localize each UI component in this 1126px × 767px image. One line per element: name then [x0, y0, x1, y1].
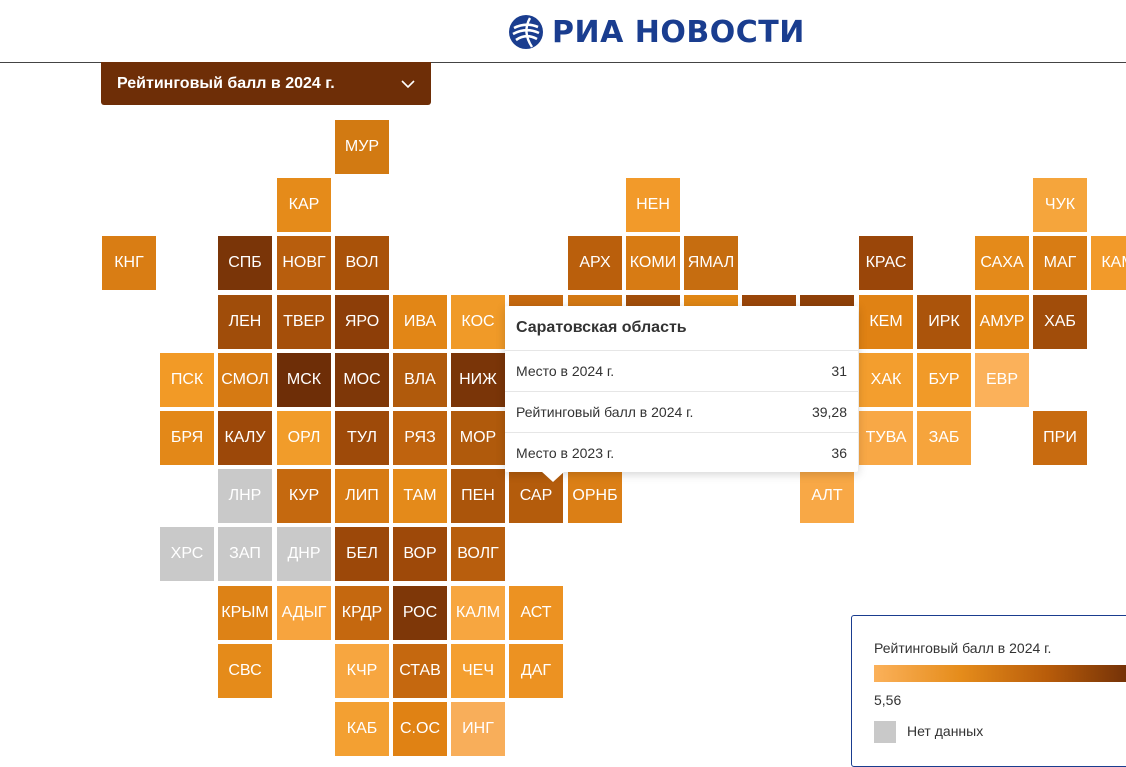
region-tile[interactable]: КАЛУ: [218, 411, 272, 465]
legend-no-data-label: Нет данных: [907, 723, 984, 739]
region-tile[interactable]: КАМ: [1091, 236, 1126, 290]
region-tile[interactable]: ПСК: [160, 353, 214, 407]
region-tile[interactable]: ВОЛ: [335, 236, 389, 290]
region-tile[interactable]: САХА: [975, 236, 1029, 290]
region-tile[interactable]: ЕВР: [975, 353, 1029, 407]
region-tile[interactable]: ЧЕЧ: [451, 644, 505, 698]
tooltip-row-place-2024: Место в 2024 г. 31: [505, 350, 858, 391]
region-tile[interactable]: КУР: [277, 469, 331, 523]
region-tile[interactable]: СВС: [218, 644, 272, 698]
region-tile[interactable]: КОС: [451, 295, 505, 349]
map-legend: Рейтинговый балл в 2024 г. 5,56 Нет данн…: [851, 615, 1126, 767]
region-tile[interactable]: САР: [509, 469, 563, 523]
region-tile[interactable]: СПБ: [218, 236, 272, 290]
region-tile[interactable]: ВОР: [393, 527, 447, 581]
tooltip-row-value: 39,28: [811, 404, 847, 420]
region-tile[interactable]: ТУЛ: [335, 411, 389, 465]
region-tile[interactable]: ХАК: [859, 353, 913, 407]
region-tile[interactable]: КЕМ: [859, 295, 913, 349]
tooltip-row-score-2024: Рейтинговый балл в 2024 г. 39,28: [505, 391, 858, 432]
region-tile[interactable]: ЯМАЛ: [684, 236, 738, 290]
region-tile[interactable]: СТАВ: [393, 644, 447, 698]
region-tile[interactable]: АРХ: [568, 236, 622, 290]
region-tooltip: Саратовская область Место в 2024 г. 31 Р…: [505, 306, 858, 482]
region-tile[interactable]: ИНГ: [451, 702, 505, 756]
dropdown-label: Рейтинговый балл в 2024 г.: [117, 74, 335, 92]
indicator-dropdown[interactable]: Рейтинговый балл в 2024 г.: [101, 62, 431, 105]
region-tile[interactable]: ЗАП: [218, 527, 272, 581]
region-tile[interactable]: КАР: [277, 178, 331, 232]
region-tile[interactable]: БРЯ: [160, 411, 214, 465]
region-tile[interactable]: ЛИП: [335, 469, 389, 523]
region-tile[interactable]: КАЛМ: [451, 586, 505, 640]
region-tile[interactable]: МОС: [335, 353, 389, 407]
tooltip-row-value: 36: [831, 445, 847, 461]
region-tile[interactable]: ПРИ: [1033, 411, 1087, 465]
region-tile[interactable]: ДАГ: [509, 644, 563, 698]
region-tile[interactable]: ПЕН: [451, 469, 505, 523]
region-tile[interactable]: ЛНР: [218, 469, 272, 523]
region-tile[interactable]: РОС: [393, 586, 447, 640]
region-tile[interactable]: МОР: [451, 411, 505, 465]
tooltip-row-value: 31: [831, 363, 847, 379]
region-tile[interactable]: ТАМ: [393, 469, 447, 523]
region-tile[interactable]: МСК: [277, 353, 331, 407]
region-tile[interactable]: ТВЕР: [277, 295, 331, 349]
tooltip-row-label: Место в 2024 г.: [516, 363, 615, 379]
region-tile[interactable]: АСТ: [509, 586, 563, 640]
region-tile[interactable]: ЗАБ: [917, 411, 971, 465]
region-tile[interactable]: КАБ: [335, 702, 389, 756]
region-tile[interactable]: АМУР: [975, 295, 1029, 349]
region-tile[interactable]: ЧУК: [1033, 178, 1087, 232]
tooltip-title: Саратовская область: [516, 319, 687, 336]
legend-gradient-bar: [874, 665, 1126, 682]
legend-min-value: 5,56: [874, 692, 902, 708]
region-tile[interactable]: КЧР: [335, 644, 389, 698]
ria-globe-icon: [509, 15, 543, 49]
tooltip-row-label: Рейтинговый балл в 2024 г.: [516, 404, 694, 420]
tooltip-row-label: Место в 2023 г.: [516, 445, 615, 461]
region-tile[interactable]: ЛЕН: [218, 295, 272, 349]
region-tile[interactable]: КОМИ: [626, 236, 680, 290]
region-tile[interactable]: ОРНБ: [568, 469, 622, 523]
ria-novosti-logo[interactable]: РИА НОВОСТИ: [508, 12, 805, 52]
legend-no-data-swatch: [874, 721, 896, 743]
region-tile[interactable]: КРЫМ: [218, 586, 272, 640]
region-tile[interactable]: СМОЛ: [218, 353, 272, 407]
region-tile[interactable]: ВЛА: [393, 353, 447, 407]
region-tile[interactable]: КНГ: [102, 236, 156, 290]
region-tile[interactable]: ХАБ: [1033, 295, 1087, 349]
region-tile[interactable]: ХРС: [160, 527, 214, 581]
region-tile[interactable]: НОВГ: [277, 236, 331, 290]
region-tile[interactable]: АДЫГ: [277, 586, 331, 640]
region-tile[interactable]: КРАС: [859, 236, 913, 290]
region-tile[interactable]: НЕН: [626, 178, 680, 232]
region-tile[interactable]: АЛТ: [800, 469, 854, 523]
region-tile[interactable]: МУР: [335, 120, 389, 174]
region-tile[interactable]: БЕЛ: [335, 527, 389, 581]
region-tile[interactable]: РЯЗ: [393, 411, 447, 465]
region-tile[interactable]: ТУВА: [859, 411, 913, 465]
region-tile[interactable]: КРДР: [335, 586, 389, 640]
region-tile[interactable]: ВОЛГ: [451, 527, 505, 581]
tooltip-arrow: [541, 471, 565, 482]
region-tile[interactable]: ИРК: [917, 295, 971, 349]
site-header: РИА НОВОСТИ: [0, 0, 1126, 63]
region-tile[interactable]: НИЖ: [451, 353, 505, 407]
region-tile[interactable]: ОРЛ: [277, 411, 331, 465]
region-tile[interactable]: ДНР: [277, 527, 331, 581]
chevron-down-icon: [401, 79, 415, 88]
logo-text: РИА НОВОСТИ: [552, 14, 805, 50]
region-tile[interactable]: БУР: [917, 353, 971, 407]
region-tile[interactable]: МАГ: [1033, 236, 1087, 290]
region-tile[interactable]: ЯРО: [335, 295, 389, 349]
region-tile[interactable]: С.ОС: [393, 702, 447, 756]
legend-title: Рейтинговый балл в 2024 г.: [874, 640, 1052, 656]
region-tile[interactable]: ИВА: [393, 295, 447, 349]
tooltip-row-place-2023: Место в 2023 г. 36: [505, 432, 858, 473]
